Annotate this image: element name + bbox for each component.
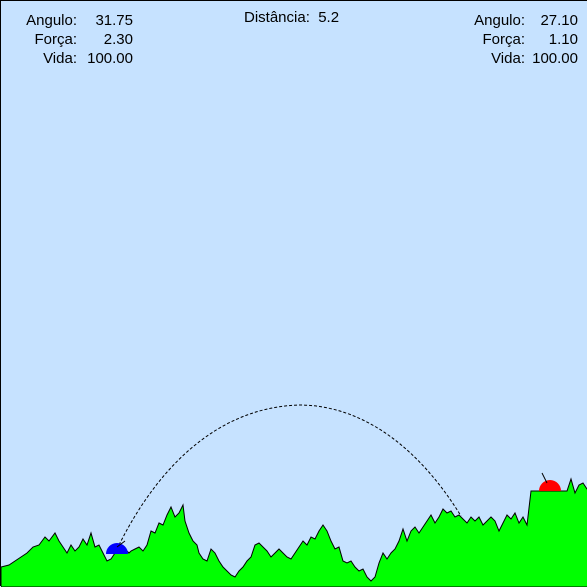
- player2-angle-label: Angulo:: [474, 12, 525, 29]
- player1-cannon: [116, 540, 126, 548]
- player2-angle-row: Angulo: 27.10: [459, 11, 578, 30]
- player1-life-row: Vida: 100.00: [11, 49, 133, 68]
- player2-tank: [539, 480, 561, 491]
- player1-tank: [106, 543, 128, 554]
- distance-label: Distância:: [244, 9, 310, 26]
- player1-life-value: 100.00: [87, 50, 133, 67]
- player1-force-row: Força: 2.30: [11, 30, 133, 49]
- player2-force-row: Força: 1.10: [459, 30, 578, 49]
- distance-value: 5.2: [318, 9, 340, 26]
- player2-life-row: Vida: 100.00: [459, 49, 578, 68]
- player2-cannon: [541, 472, 548, 484]
- player1-angle-row: Angulo: 31.75: [11, 11, 133, 30]
- distance-readout: Distância: 5.2: [244, 8, 339, 27]
- player2-force-label: Força:: [482, 31, 525, 48]
- player1-angle-label: Angulo:: [26, 12, 77, 29]
- player1-force-label: Força:: [34, 31, 77, 48]
- projectile-trajectory: [118, 404, 462, 546]
- player2-angle-value: 27.10: [540, 12, 578, 29]
- player1-angle-value: 31.75: [95, 12, 133, 29]
- terrain: [1, 477, 587, 587]
- player1-stats: Angulo: 31.75 Força: 2.30 Vida: 100.00: [11, 11, 133, 68]
- player2-stats: Angulo: 27.10 Força: 1.10 Vida: 100.00: [459, 11, 578, 68]
- player1-force-value: 2.30: [103, 31, 133, 48]
- player1-life-label: Vida:: [43, 50, 77, 67]
- player2-life-label: Vida:: [491, 50, 525, 67]
- player2-force-value: 1.10: [548, 31, 578, 48]
- player2-life-value: 100.00: [532, 50, 578, 67]
